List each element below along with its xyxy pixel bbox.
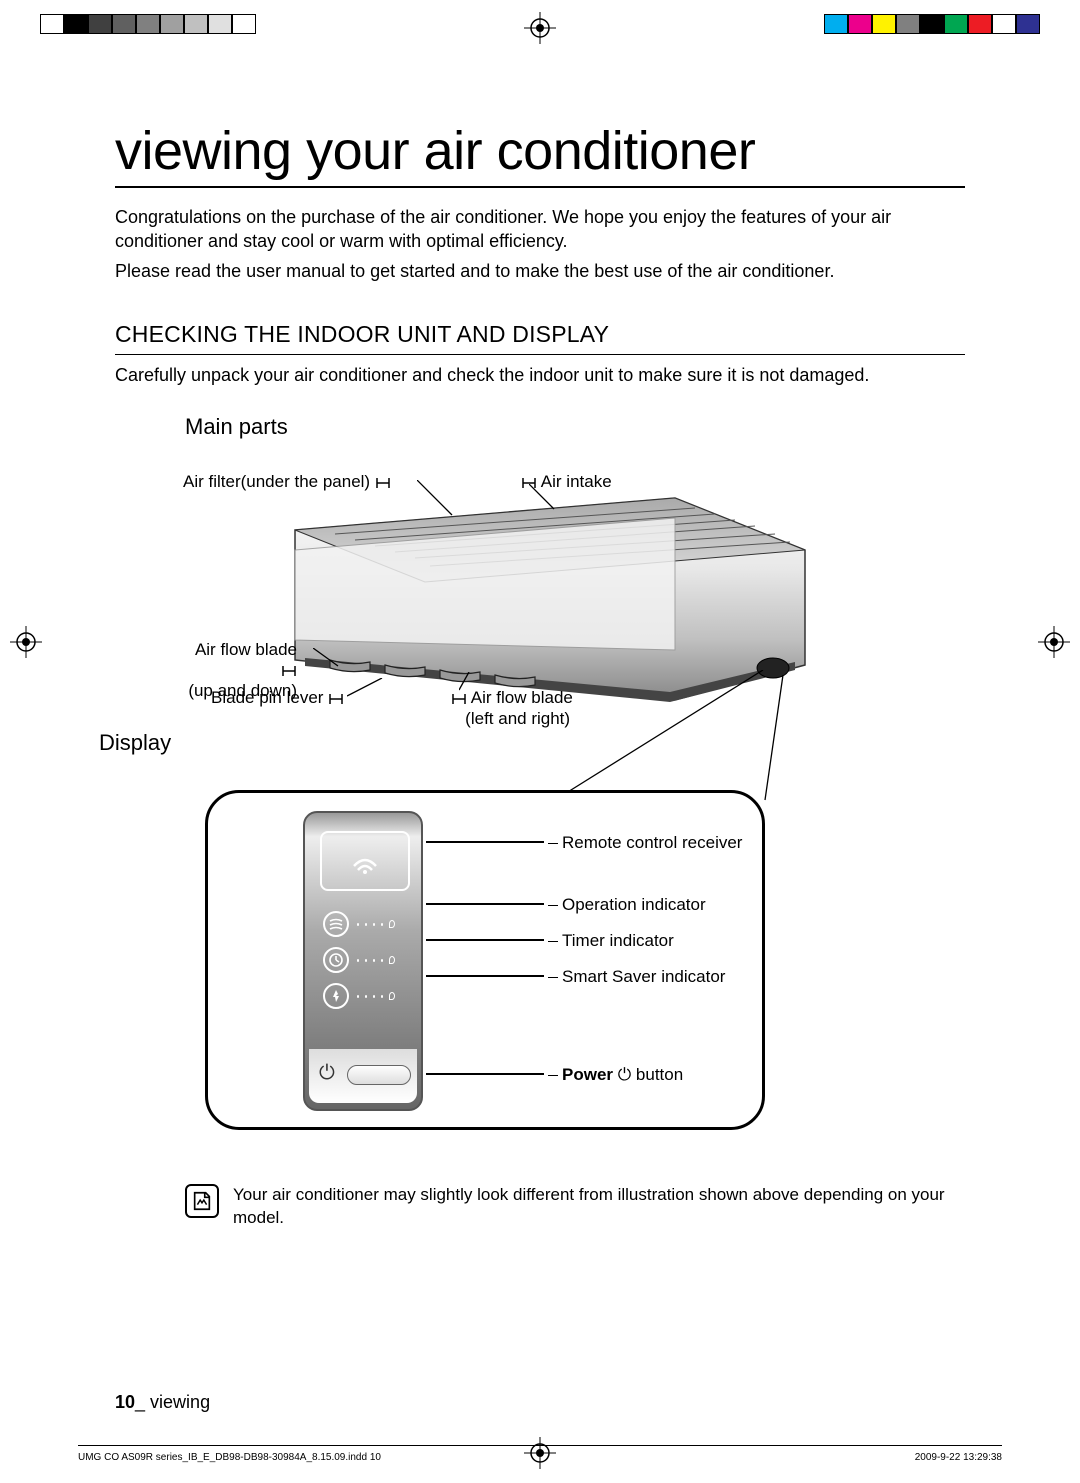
main-parts-figure: Air filter(under the panel) Air intake A… xyxy=(115,450,965,1160)
smart-saver-indicator-icon xyxy=(323,983,349,1009)
display-heading: Display xyxy=(99,730,171,756)
note-text: Your air conditioner may slightly look d… xyxy=(233,1184,965,1230)
leader-line xyxy=(529,484,559,514)
leader-line xyxy=(417,480,457,520)
intro-paragraph: Please read the user manual to get start… xyxy=(115,260,965,284)
label-smart-saver-indicator: Smart Saver indicator xyxy=(548,967,725,987)
power-icon: ⏻ xyxy=(319,1062,335,1085)
intro-paragraph: Congratulations on the purchase of the a… xyxy=(115,206,965,254)
label-operation-indicator: Operation indicator xyxy=(548,895,706,915)
timer-indicator-icon xyxy=(323,947,349,973)
label-power-button: Power ⏻ button xyxy=(548,1065,683,1085)
leader-line xyxy=(347,678,387,698)
label-timer-indicator: Timer indicator xyxy=(548,931,674,951)
zoom-leader-lines xyxy=(545,670,805,810)
remote-control-illustration: ⏻ xyxy=(303,811,423,1111)
page-footer: 10_ viewing xyxy=(115,1392,210,1413)
label-remote-receiver: Remote control receiver xyxy=(548,833,742,853)
callout-blade-pin: Blade pin lever xyxy=(211,688,344,708)
registration-mark-icon xyxy=(1038,626,1070,658)
leader-line xyxy=(459,672,479,692)
leader-line xyxy=(313,648,343,670)
registration-mark-icon xyxy=(524,12,556,44)
callout-air-filter: Air filter(under the panel) xyxy=(183,472,391,492)
imprint-line: UMG CO AS09R series_IB_E_DB98-DB98-30984… xyxy=(78,1445,1002,1463)
remote-receiver-icon xyxy=(320,831,410,891)
main-parts-heading: Main parts xyxy=(185,414,965,440)
registration-mark-icon xyxy=(10,626,42,658)
note-icon xyxy=(185,1184,219,1218)
section-subtext: Carefully unpack your air conditioner an… xyxy=(115,365,965,386)
section-heading: CHECKING THE INDOOR UNIT AND DISPLAY xyxy=(115,321,965,355)
display-panel: ⏻ Remote control receiver Operation indi… xyxy=(205,790,765,1130)
operation-indicator-icon xyxy=(323,911,349,937)
page-title: viewing your air conditioner xyxy=(115,120,965,188)
power-button[interactable] xyxy=(347,1065,411,1085)
